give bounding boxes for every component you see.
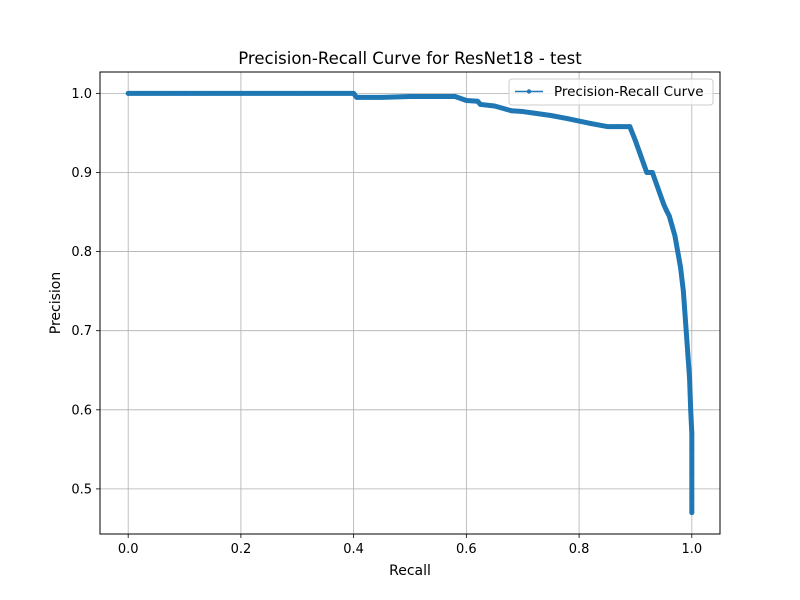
- x-tick-label: 0.8: [569, 542, 590, 557]
- data-point: [435, 94, 441, 99]
- data-point: [266, 90, 272, 96]
- data-point: [509, 108, 514, 114]
- data-point: [689, 494, 695, 500]
- data-point: [689, 510, 695, 516]
- y-tick-label: 0.7: [71, 324, 92, 339]
- data-point: [633, 138, 638, 144]
- data-point: [294, 90, 300, 96]
- data-point: [644, 170, 650, 175]
- data-point: [616, 124, 621, 129]
- legend-box: [508, 78, 714, 106]
- data-point: [565, 116, 571, 122]
- chart-title: Precision-Recall Curve for ResNet18 - te…: [238, 49, 582, 68]
- data-point: [215, 90, 221, 96]
- y-tick-label: 1.0: [71, 87, 92, 102]
- data-point: [689, 431, 695, 436]
- x-tick-label: 0.4: [343, 542, 364, 557]
- data-point: [475, 98, 481, 104]
- y-tick-label: 0.5: [71, 482, 92, 497]
- data-point: [520, 109, 526, 114]
- data-point: [531, 110, 537, 116]
- data-point: [680, 288, 686, 294]
- series-layer: [125, 90, 695, 516]
- data-point: [685, 352, 691, 357]
- data-point: [576, 118, 582, 124]
- data-point: [182, 90, 187, 96]
- ticks: 0.0 0.2 0.4 0.6 0.8 1.0 0.5 0.6 0.7 0.8 0.9 1.0: [71, 87, 702, 557]
- x-tick-label: 0.2: [231, 542, 252, 557]
- data-point: [356, 94, 362, 100]
- data-point: [478, 102, 483, 107]
- y-tick-label: 0.6: [71, 403, 92, 418]
- x-axis-label: Recall: [389, 563, 431, 579]
- x-tick-label: 0.6: [456, 542, 477, 557]
- data-point: [627, 124, 633, 129]
- data-point: [689, 446, 695, 452]
- data-point: [638, 154, 644, 160]
- data-point: [463, 98, 469, 103]
- y-tick-label: 0.8: [71, 245, 92, 260]
- data-point: [666, 213, 672, 219]
- data-point: [683, 328, 689, 334]
- data-point: [661, 201, 667, 207]
- data-point: [655, 185, 661, 191]
- data-point: [351, 90, 357, 96]
- legend-entry-label: Precision-Recall Curve: [554, 84, 704, 100]
- data-point: [161, 90, 167, 96]
- data-point: [649, 170, 655, 175]
- data-point: [125, 90, 131, 96]
- data-point: [687, 375, 692, 381]
- x-tick-label: 1.0: [681, 542, 702, 557]
- data-point: [379, 94, 385, 100]
- data-point: [146, 90, 151, 96]
- data-point: [492, 103, 497, 109]
- data-point: [678, 265, 683, 270]
- data-point: [452, 94, 458, 99]
- grid: [100, 72, 720, 534]
- data-point: [238, 90, 244, 96]
- data-point: [199, 90, 204, 96]
- data-point: [323, 90, 328, 96]
- data-point: [688, 407, 694, 413]
- legend-marker-swatch: [526, 89, 532, 94]
- data-point: [587, 121, 593, 126]
- plot-frame: [99, 71, 721, 535]
- y-axis-label: Precision: [48, 272, 64, 334]
- data-point: [548, 113, 554, 118]
- data-point: [664, 208, 669, 213]
- data-point: [689, 470, 695, 476]
- y-tick-label: 0.9: [71, 166, 92, 181]
- data-point: [407, 94, 413, 99]
- data-point: [675, 249, 681, 254]
- legend: Precision-Recall Curve: [508, 78, 714, 106]
- data-point: [672, 233, 678, 239]
- x-tick-label: 0.0: [118, 542, 139, 557]
- data-point: [604, 124, 610, 129]
- data-point: [173, 90, 179, 96]
